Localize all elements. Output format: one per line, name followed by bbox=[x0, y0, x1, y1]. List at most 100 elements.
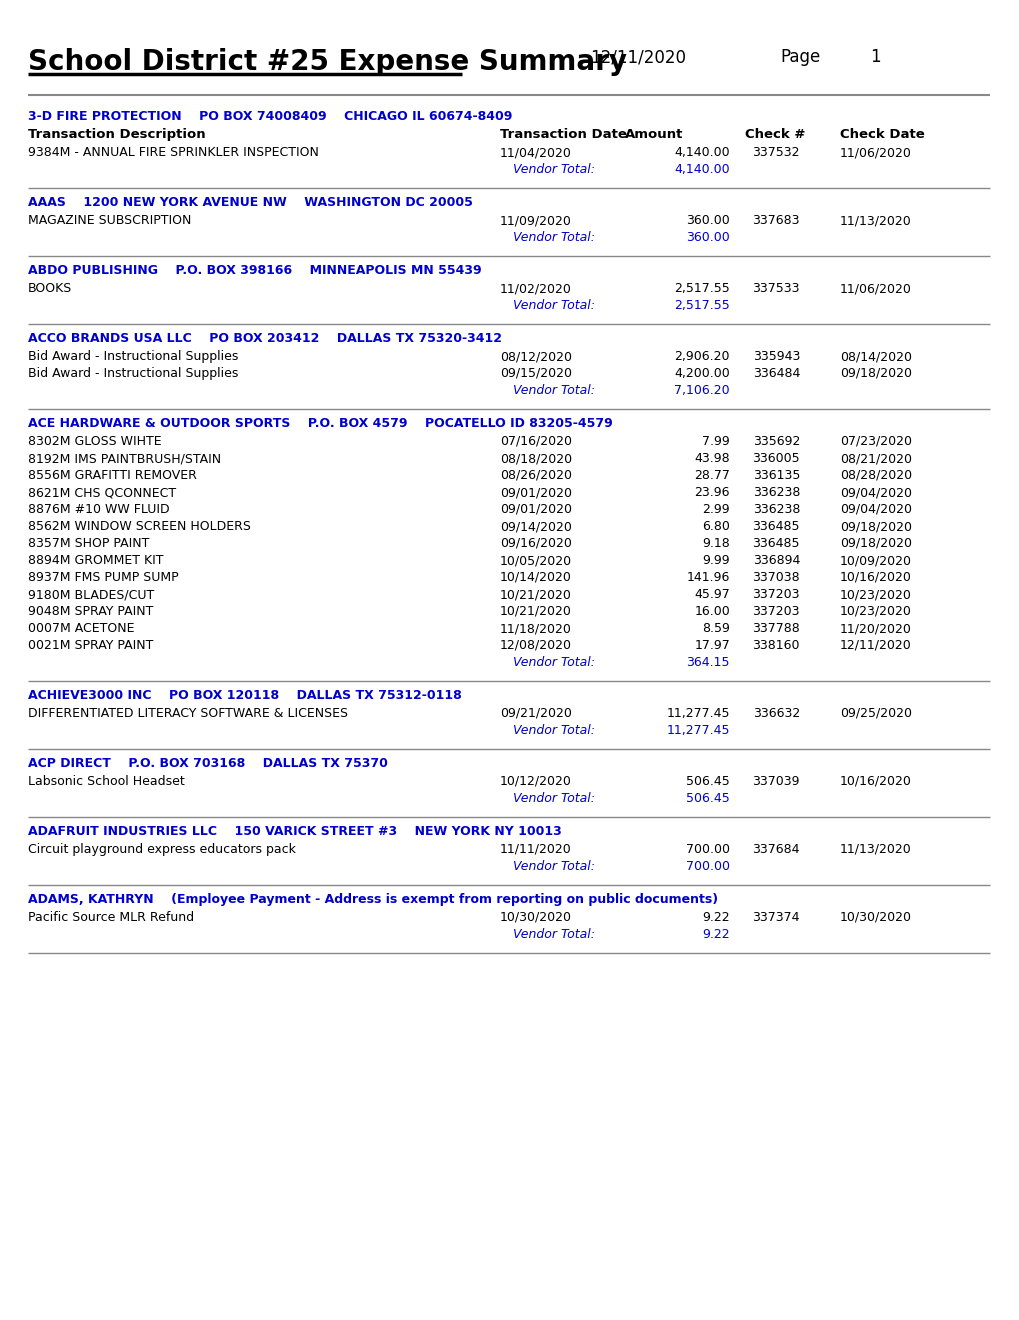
Text: 09/18/2020: 09/18/2020 bbox=[840, 520, 911, 533]
Text: 12/08/2020: 12/08/2020 bbox=[499, 639, 572, 652]
Text: Vendor Total:: Vendor Total: bbox=[513, 384, 594, 397]
Text: 11/09/2020: 11/09/2020 bbox=[499, 214, 572, 227]
Text: Vendor Total:: Vendor Total: bbox=[513, 300, 594, 312]
Text: 10/16/2020: 10/16/2020 bbox=[840, 572, 911, 583]
Text: 10/30/2020: 10/30/2020 bbox=[499, 911, 572, 924]
Text: 8556M GRAFITTI REMOVER: 8556M GRAFITTI REMOVER bbox=[28, 469, 197, 482]
Text: 9180M BLADES/CUT: 9180M BLADES/CUT bbox=[28, 587, 154, 601]
Text: 336894: 336894 bbox=[752, 554, 799, 568]
Text: 4,140.00: 4,140.00 bbox=[674, 147, 730, 158]
Text: 700.00: 700.00 bbox=[686, 861, 730, 873]
Text: 11/20/2020: 11/20/2020 bbox=[840, 622, 911, 635]
Text: 9.22: 9.22 bbox=[702, 928, 730, 941]
Text: 337203: 337203 bbox=[752, 605, 799, 618]
Text: 10/12/2020: 10/12/2020 bbox=[499, 775, 572, 788]
Text: 141.96: 141.96 bbox=[686, 572, 730, 583]
Text: 09/04/2020: 09/04/2020 bbox=[840, 503, 911, 516]
Text: ADAFRUIT INDUSTRIES LLC    150 VARICK STREET #3    NEW YORK NY 10013: ADAFRUIT INDUSTRIES LLC 150 VARICK STREE… bbox=[28, 825, 561, 838]
Text: 8621M CHS QCONNECT: 8621M CHS QCONNECT bbox=[28, 486, 176, 499]
Text: 9.18: 9.18 bbox=[701, 537, 730, 550]
Text: 0021M SPRAY PAINT: 0021M SPRAY PAINT bbox=[28, 639, 153, 652]
Text: MAGAZINE SUBSCRIPTION: MAGAZINE SUBSCRIPTION bbox=[28, 214, 192, 227]
Text: 11/02/2020: 11/02/2020 bbox=[499, 282, 572, 294]
Text: 10/16/2020: 10/16/2020 bbox=[840, 775, 911, 788]
Text: Labsonic School Headset: Labsonic School Headset bbox=[28, 775, 184, 788]
Text: Pacific Source MLR Refund: Pacific Source MLR Refund bbox=[28, 911, 194, 924]
Text: AAAS    1200 NEW YORK AVENUE NW    WASHINGTON DC 20005: AAAS 1200 NEW YORK AVENUE NW WASHINGTON … bbox=[28, 195, 473, 209]
Text: Page: Page bbox=[780, 48, 819, 66]
Text: 11/06/2020: 11/06/2020 bbox=[840, 147, 911, 158]
Text: 336005: 336005 bbox=[752, 451, 799, 465]
Text: 09/18/2020: 09/18/2020 bbox=[840, 367, 911, 380]
Text: 12/11/2020: 12/11/2020 bbox=[589, 48, 686, 66]
Text: 337683: 337683 bbox=[752, 214, 799, 227]
Text: 09/16/2020: 09/16/2020 bbox=[499, 537, 572, 550]
Text: 08/12/2020: 08/12/2020 bbox=[499, 350, 572, 363]
Text: ACHIEVE3000 INC    PO BOX 120118    DALLAS TX 75312-0118: ACHIEVE3000 INC PO BOX 120118 DALLAS TX … bbox=[28, 689, 462, 702]
Text: 337532: 337532 bbox=[752, 147, 799, 158]
Text: 11/13/2020: 11/13/2020 bbox=[840, 214, 911, 227]
Text: Transaction Date: Transaction Date bbox=[499, 128, 627, 141]
Text: Bid Award - Instructional Supplies: Bid Award - Instructional Supplies bbox=[28, 350, 238, 363]
Text: 09/21/2020: 09/21/2020 bbox=[499, 708, 572, 719]
Text: Vendor Total:: Vendor Total: bbox=[513, 792, 594, 805]
Text: ACP DIRECT    P.O. BOX 703168    DALLAS TX 75370: ACP DIRECT P.O. BOX 703168 DALLAS TX 753… bbox=[28, 756, 387, 770]
Text: 9048M SPRAY PAINT: 9048M SPRAY PAINT bbox=[28, 605, 153, 618]
Text: 07/23/2020: 07/23/2020 bbox=[840, 436, 911, 447]
Text: 11/11/2020: 11/11/2020 bbox=[499, 843, 572, 855]
Text: 2,517.55: 2,517.55 bbox=[674, 282, 730, 294]
Text: 506.45: 506.45 bbox=[686, 792, 730, 805]
Text: 28.77: 28.77 bbox=[694, 469, 730, 482]
Text: 364.15: 364.15 bbox=[686, 656, 730, 669]
Text: 10/14/2020: 10/14/2020 bbox=[499, 572, 572, 583]
Text: 2,517.55: 2,517.55 bbox=[674, 300, 730, 312]
Text: 10/09/2020: 10/09/2020 bbox=[840, 554, 911, 568]
Text: 11/18/2020: 11/18/2020 bbox=[499, 622, 572, 635]
Text: 8357M SHOP PAINT: 8357M SHOP PAINT bbox=[28, 537, 149, 550]
Text: 8302M GLOSS WIHTE: 8302M GLOSS WIHTE bbox=[28, 436, 161, 447]
Text: 8876M #10 WW FLUID: 8876M #10 WW FLUID bbox=[28, 503, 169, 516]
Text: Check Date: Check Date bbox=[840, 128, 924, 141]
Text: 43.98: 43.98 bbox=[694, 451, 730, 465]
Text: 9.22: 9.22 bbox=[702, 911, 730, 924]
Text: 337684: 337684 bbox=[752, 843, 799, 855]
Text: 9.99: 9.99 bbox=[702, 554, 730, 568]
Text: 336238: 336238 bbox=[752, 503, 799, 516]
Text: 2,906.20: 2,906.20 bbox=[674, 350, 730, 363]
Text: 1: 1 bbox=[869, 48, 879, 66]
Text: 336238: 336238 bbox=[752, 486, 799, 499]
Text: ADAMS, KATHRYN    (Employee Payment - Address is exempt from reporting on public: ADAMS, KATHRYN (Employee Payment - Addre… bbox=[28, 894, 717, 906]
Text: 12/11/2020: 12/11/2020 bbox=[840, 639, 911, 652]
Text: 336485: 336485 bbox=[752, 537, 799, 550]
Text: 360.00: 360.00 bbox=[686, 214, 730, 227]
Text: 08/14/2020: 08/14/2020 bbox=[840, 350, 911, 363]
Text: Vendor Total:: Vendor Total: bbox=[513, 656, 594, 669]
Text: BOOKS: BOOKS bbox=[28, 282, 72, 294]
Text: 10/23/2020: 10/23/2020 bbox=[840, 587, 911, 601]
Text: 7,106.20: 7,106.20 bbox=[674, 384, 730, 397]
Text: 4,140.00: 4,140.00 bbox=[674, 162, 730, 176]
Text: 10/05/2020: 10/05/2020 bbox=[499, 554, 572, 568]
Text: 09/25/2020: 09/25/2020 bbox=[840, 708, 911, 719]
Text: Bid Award - Instructional Supplies: Bid Award - Instructional Supplies bbox=[28, 367, 238, 380]
Text: DIFFERENTIATED LITERACY SOFTWARE & LICENSES: DIFFERENTIATED LITERACY SOFTWARE & LICEN… bbox=[28, 708, 347, 719]
Text: 336135: 336135 bbox=[752, 469, 799, 482]
Text: 45.97: 45.97 bbox=[694, 587, 730, 601]
Text: 8.59: 8.59 bbox=[701, 622, 730, 635]
Text: 09/04/2020: 09/04/2020 bbox=[840, 486, 911, 499]
Text: 4,200.00: 4,200.00 bbox=[674, 367, 730, 380]
Text: 11,277.45: 11,277.45 bbox=[665, 723, 730, 737]
Text: ACCO BRANDS USA LLC    PO BOX 203412    DALLAS TX 75320-3412: ACCO BRANDS USA LLC PO BOX 203412 DALLAS… bbox=[28, 333, 501, 345]
Text: Vendor Total:: Vendor Total: bbox=[513, 162, 594, 176]
Text: 08/28/2020: 08/28/2020 bbox=[840, 469, 911, 482]
Text: 360.00: 360.00 bbox=[686, 231, 730, 244]
Text: 8562M WINDOW SCREEN HOLDERS: 8562M WINDOW SCREEN HOLDERS bbox=[28, 520, 251, 533]
Text: 337039: 337039 bbox=[752, 775, 799, 788]
Text: 337203: 337203 bbox=[752, 587, 799, 601]
Text: 336632: 336632 bbox=[752, 708, 799, 719]
Text: 336485: 336485 bbox=[752, 520, 799, 533]
Text: 16.00: 16.00 bbox=[694, 605, 730, 618]
Text: 506.45: 506.45 bbox=[686, 775, 730, 788]
Text: 09/18/2020: 09/18/2020 bbox=[840, 537, 911, 550]
Text: ACE HARDWARE & OUTDOOR SPORTS    P.O. BOX 4579    POCATELLO ID 83205-4579: ACE HARDWARE & OUTDOOR SPORTS P.O. BOX 4… bbox=[28, 417, 612, 430]
